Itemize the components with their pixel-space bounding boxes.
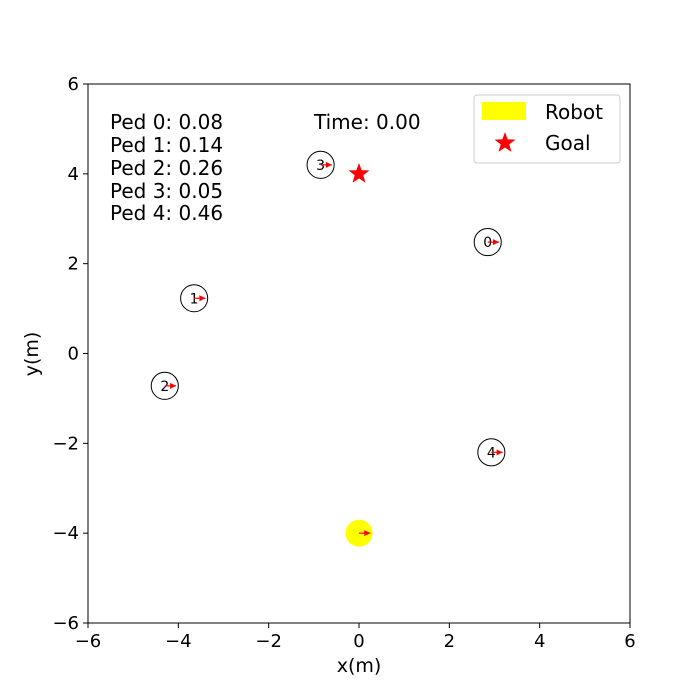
- pedestrian-2: 2: [150, 371, 179, 400]
- x-tick-label: −6: [75, 631, 102, 652]
- pedestrian-1: 1: [180, 284, 209, 313]
- y-tick-label: 0: [68, 344, 79, 365]
- goal-layer: [348, 162, 370, 183]
- x-tick-label: −2: [255, 631, 282, 652]
- x-tick-label: −4: [165, 631, 192, 652]
- pedestrian-heading-arrow-head: [325, 161, 332, 168]
- robot-heading-arrow-head: [364, 530, 371, 537]
- pedestrian-annotations: Ped 0: 0.08 Ped 1: 0.14 Ped 2: 0.26 Ped …: [110, 110, 223, 225]
- pedestrian-circle: [180, 284, 209, 313]
- pedestrian-id-label: 0: [483, 235, 492, 251]
- pedestrian-3: 3: [306, 150, 335, 179]
- ped-annotation-1: Ped 1: 0.14: [110, 133, 223, 157]
- robot-layer: [345, 519, 373, 547]
- ped-annotation-3: Ped 3: 0.05: [110, 179, 223, 203]
- pedestrian-heading-arrow-head: [496, 449, 503, 456]
- pedestrian-id-label: 4: [487, 445, 496, 461]
- ped-annotation-4: Ped 4: 0.46: [110, 201, 223, 225]
- x-tick-label: 6: [624, 631, 635, 652]
- x-axis-label: x(m): [337, 655, 382, 677]
- pedestrian-id-label: 1: [190, 291, 199, 307]
- pedestrian-4: 4: [477, 438, 506, 467]
- legend-robot-swatch: [482, 102, 526, 120]
- pedestrian-circle: [150, 371, 179, 400]
- legend-goal-star-icon: [494, 132, 516, 152]
- y-tick-label: 6: [68, 74, 79, 95]
- axis-ticks: −6 −4 −2 0 2 4 6 −6 −4 −2 0 2 4 6: [52, 74, 635, 652]
- pedestrian-heading-arrow-head: [170, 382, 177, 389]
- plot-frame: [87, 83, 631, 624]
- time-text: Time: 0.00: [313, 110, 421, 134]
- pedestrians-layer: 0 1 2 3 4: [150, 150, 506, 467]
- pedestrian-0: 0: [473, 228, 502, 257]
- y-axis-label: y(m): [21, 332, 43, 377]
- pedestrian-circle: [306, 150, 335, 179]
- pedestrian-id-label: 2: [160, 379, 169, 395]
- ped-annotation-2: Ped 2: 0.26: [110, 156, 223, 180]
- pedestrian-heading-arrow-head: [199, 295, 206, 302]
- pedestrian-heading-arrow-head: [493, 239, 500, 246]
- legend-robot-label: Robot: [545, 100, 603, 124]
- ped-annotation-0: Ped 0: 0.08: [110, 110, 223, 134]
- legend: Robot Goal: [473, 94, 621, 164]
- x-tick-label: 4: [534, 631, 545, 652]
- legend-goal-label: Goal: [545, 131, 591, 155]
- y-tick-label: −4: [52, 523, 79, 544]
- x-tick-label: 2: [444, 631, 455, 652]
- y-tick-label: −2: [52, 433, 79, 454]
- y-tick-label: 2: [68, 254, 79, 275]
- y-tick-label: −6: [52, 613, 79, 634]
- x-tick-label: 0: [353, 631, 364, 652]
- goal-star-icon: [348, 162, 370, 183]
- pedestrian-id-label: 3: [316, 158, 325, 174]
- pedestrian-circle: [473, 228, 502, 257]
- pedestrian-circle: [477, 438, 506, 467]
- y-tick-label: 4: [68, 164, 79, 185]
